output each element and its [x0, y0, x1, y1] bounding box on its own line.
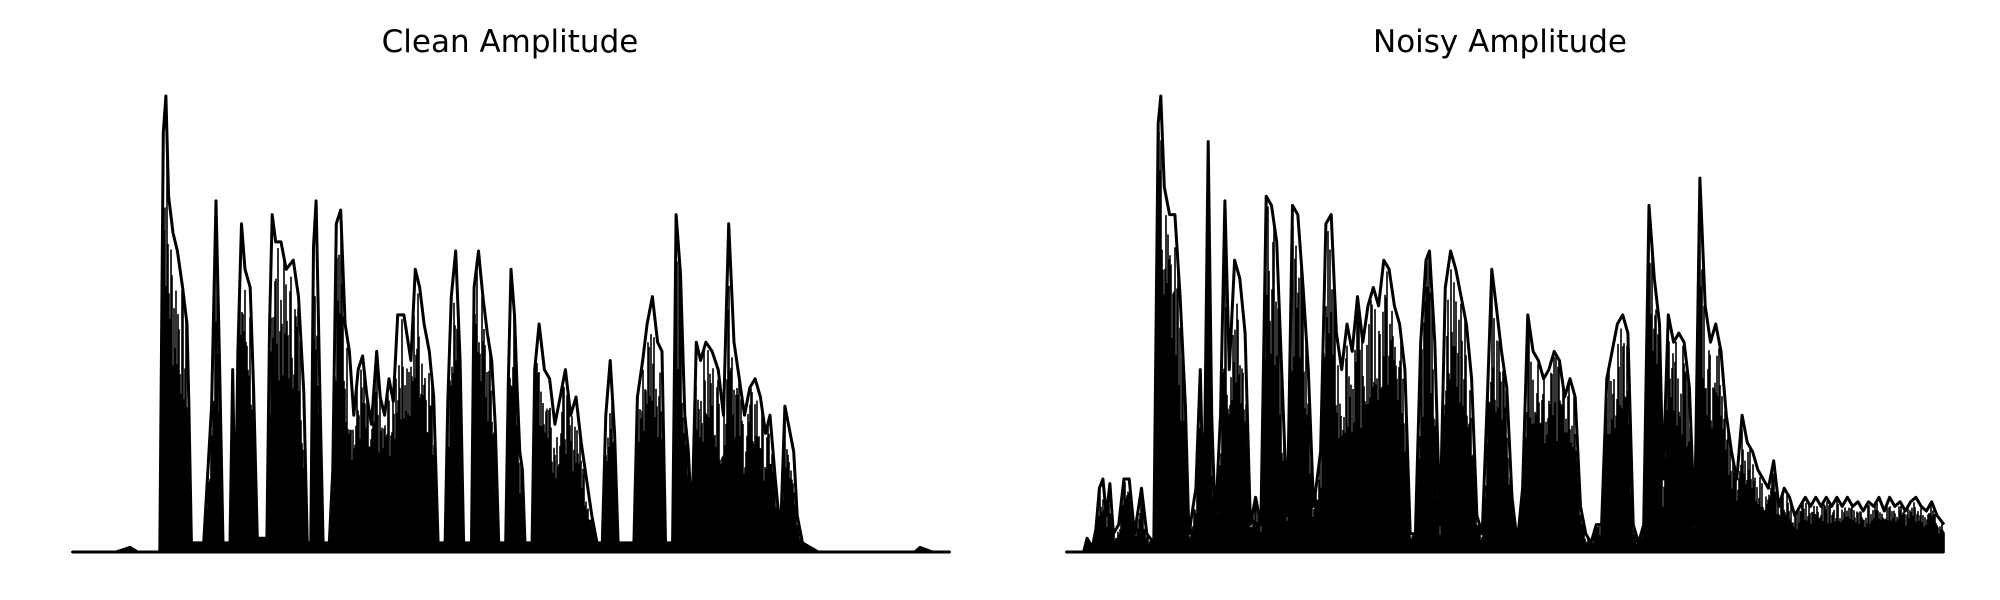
waveform-fill	[1065, 131, 1945, 553]
noisy-amplitude-title: Noisy Amplitude	[1373, 24, 1627, 60]
amplitude-envelope-line	[72, 94, 950, 554]
amplitude-envelope-line	[1066, 94, 1946, 554]
clean-amplitude-title: Clean Amplitude	[381, 24, 639, 60]
